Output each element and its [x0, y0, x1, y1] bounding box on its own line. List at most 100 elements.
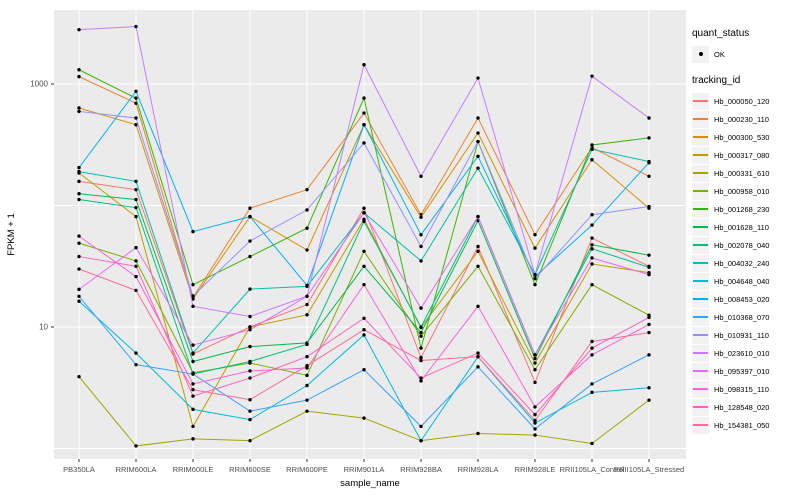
data-point [134, 205, 138, 210]
data-point [590, 247, 594, 251]
legend-quant-status-label: OK [714, 49, 725, 59]
data-point [362, 123, 366, 127]
data-point [533, 380, 537, 385]
legend-key-line-icon [693, 388, 708, 390]
data-point [476, 264, 480, 268]
data-point [362, 96, 366, 100]
data-point [533, 405, 537, 409]
legend-entry: Hb_000317_080 [692, 146, 798, 164]
x-tick-label: RRII105LA_Control [559, 465, 624, 474]
data-point [647, 398, 651, 402]
data-point [248, 239, 252, 243]
data-point [362, 328, 366, 332]
data-point [77, 169, 81, 174]
x-axis-title: sample_name [340, 478, 400, 489]
data-point [305, 342, 309, 347]
data-point [647, 353, 651, 357]
data-point [77, 241, 81, 245]
data-point [362, 249, 366, 253]
data-point [419, 174, 423, 178]
legend-key-box [692, 110, 709, 128]
data-point [191, 372, 195, 376]
data-point [305, 302, 309, 307]
data-point [590, 346, 594, 350]
data-point [590, 262, 594, 266]
data-point [134, 214, 138, 219]
data-point [77, 254, 81, 259]
data-point [647, 386, 651, 390]
legend-key-box [692, 45, 709, 63]
data-point [476, 354, 480, 359]
data-point [248, 344, 252, 349]
legend-key-line-icon [693, 424, 708, 426]
legend-entry: Hb_001268_230 [692, 200, 798, 218]
data-point [248, 409, 252, 413]
data-point [77, 74, 81, 79]
data-point [533, 282, 537, 287]
data-point [248, 398, 252, 402]
legend-entry: Hb_004032_240 [692, 254, 798, 272]
data-point [77, 267, 81, 271]
data-point [362, 416, 366, 420]
data-point [248, 359, 252, 364]
data-point [419, 346, 423, 350]
data-point [590, 158, 594, 162]
data-point [476, 304, 480, 309]
legend-entry: Hb_004648_040 [692, 272, 798, 290]
data-point [476, 166, 480, 170]
x-tick-label: RRIM928LA [458, 465, 499, 474]
data-point [305, 187, 309, 192]
data-point [647, 161, 651, 165]
x-tick-label: RRIM600SE [229, 465, 271, 474]
data-point [362, 316, 366, 320]
data-point [362, 282, 366, 287]
data-point [134, 362, 138, 367]
data-point [77, 287, 81, 292]
y-tick-label: 10 [39, 323, 48, 332]
legend-key-box [692, 92, 709, 110]
legend-key-box [692, 272, 709, 290]
data-point [134, 259, 138, 263]
data-point [533, 246, 537, 250]
legend-key-box [692, 254, 709, 272]
data-point [476, 76, 480, 80]
data-point [590, 256, 594, 260]
data-point [248, 206, 252, 210]
data-point [191, 304, 195, 309]
data-point [248, 376, 252, 380]
data-point [191, 282, 195, 287]
data-point [77, 197, 81, 202]
data-point [191, 351, 195, 355]
legend-entry-label: Hb_000300_530 [714, 132, 770, 142]
data-point [305, 283, 309, 288]
legend-entry: Hb_000050_120 [692, 92, 798, 110]
data-point [191, 359, 195, 364]
data-point [590, 143, 594, 147]
legend-entry-label: Hb_023610_010 [714, 348, 770, 358]
legend-entry-label: Hb_008453_020 [714, 294, 770, 304]
data-point [476, 365, 480, 369]
data-point [191, 407, 195, 412]
data-point [305, 373, 309, 378]
legend-entry: Hb_098315_110 [692, 380, 798, 398]
data-point [134, 197, 138, 202]
legend-key-line-icon [693, 244, 708, 246]
data-point [248, 254, 252, 259]
legend-key-box [692, 308, 709, 326]
data-point [590, 236, 594, 240]
legend-entry-label: Hb_004032_240 [714, 258, 770, 268]
legend-quant-status-item: OK [692, 45, 798, 63]
legend-entry: Hb_000331_610 [692, 164, 798, 182]
data-point [362, 333, 366, 337]
legend-entry-label: Hb_004648_040 [714, 276, 770, 286]
data-point [533, 361, 537, 365]
data-point [305, 248, 309, 252]
legend-entry-label: Hb_098315_110 [714, 384, 769, 394]
data-point [134, 179, 138, 184]
legend-quant-status-title: quant_status [692, 28, 750, 39]
legend-tracking-id-title: tracking_id [692, 75, 741, 86]
data-point [647, 330, 651, 335]
legend-entry-label: Hb_000958_010 [714, 186, 770, 196]
data-point [134, 116, 138, 120]
legend-entry-label: Hb_154381_050 [714, 420, 770, 430]
